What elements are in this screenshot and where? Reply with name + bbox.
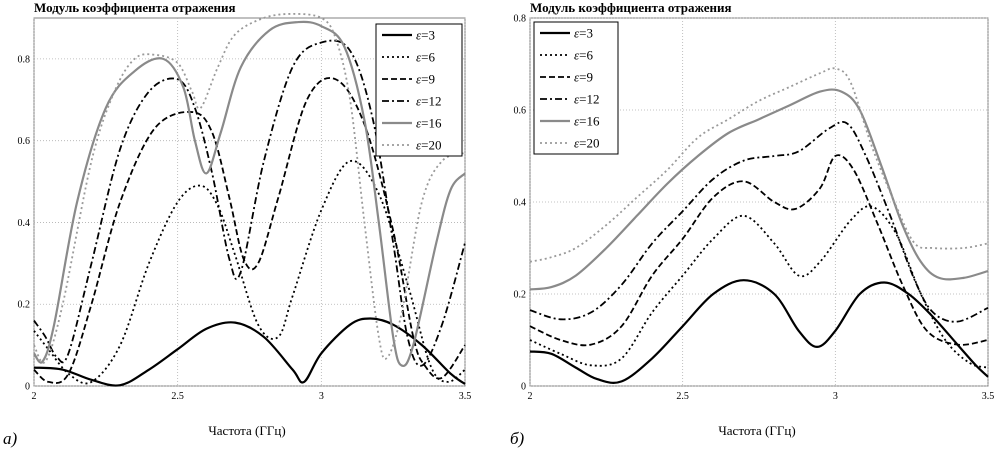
chart-b-legend-label-eps-16: ε=16	[574, 114, 600, 129]
chart-a-legend-label-eps-16: ε=16	[416, 116, 442, 131]
chart-a-ytick-label: 0.8	[18, 54, 31, 65]
chart-a-series-eps-20	[33, 13, 466, 364]
chart-a-series-eps-16	[33, 20, 466, 368]
chart-b-legend: ε=3 ε=6 ε=9 ε=12 ε=16 ε=20	[533, 21, 619, 155]
chart-a-xtick-label: 2	[32, 391, 37, 402]
chart-b-series-eps-6	[529, 205, 989, 369]
chart-b-ticks: 2 2.5 3 3.5 0 0.2 0.4 0.6 0.8	[514, 14, 995, 403]
chart-a-ytick-label: 0.4	[18, 218, 31, 229]
chart-b-ytick-label: 0.2	[514, 290, 527, 301]
chart-b-panel-label: б)	[510, 429, 525, 448]
chart-b-xtick-label: 2	[528, 391, 533, 402]
chart-b-series-eps-20	[529, 67, 989, 263]
chart-a-series	[33, 13, 466, 387]
chart-a-legend-label-eps-3: ε=3	[416, 28, 435, 43]
chart-b-legend-label-eps-6: ε=6	[574, 48, 593, 63]
chart-b-ytick-label: 0	[521, 382, 526, 393]
chart-a-ytick-label: 0.6	[18, 136, 31, 147]
chart-a-grid	[33, 18, 466, 387]
chart-b-xtick-label: 3	[833, 391, 838, 402]
chart-a-legend-label-eps-12: ε=12	[416, 94, 441, 109]
chart-b-xtick-label: 3.5	[982, 391, 995, 402]
chart-b-series-eps-3	[529, 279, 989, 384]
chart-a-series-eps-3	[33, 317, 466, 387]
chart-a-legend: ε=3 ε=6 ε=9 ε=12 ε=16 ε=20	[375, 23, 463, 157]
chart-a-ticks: 2 2.5 3 3.5 0 0.2 0.4 0.6 0.8	[18, 54, 472, 402]
chart-b-legend-label-eps-12: ε=12	[574, 92, 599, 107]
chart-a-title: Модуль коэффициента отражения	[34, 0, 236, 15]
chart-b-ytick-label: 0.4	[514, 198, 527, 209]
chart-b-legend-label-eps-20: ε=20	[574, 136, 599, 151]
chart-b-series-eps-16	[529, 88, 989, 291]
chart-a-series-eps-9	[33, 77, 466, 384]
chart-b-xtick-label: 2.5	[676, 391, 689, 402]
chart-b-series	[529, 67, 989, 384]
chart-a-legend-label-eps-9: ε=9	[416, 72, 435, 87]
chart-a-legend-label-eps-20: ε=20	[416, 138, 441, 153]
chart-a-legend-box	[375, 23, 463, 157]
chart-a-xtick-label: 3.5	[459, 391, 472, 402]
chart-a-xlabel: Частота (ГГц)	[208, 423, 285, 438]
chart-b-legend-label-eps-3: ε=3	[574, 26, 593, 41]
chart-b-ytick-label: 0.6	[514, 106, 527, 117]
chart-b-xlabel: Частота (ГГц)	[718, 423, 795, 438]
chart-a-xtick-label: 3	[319, 391, 324, 402]
chart-b-legend-box	[533, 21, 619, 155]
chart-a-series-eps-12	[33, 39, 466, 367]
chart-a-legend-label-eps-6: ε=6	[416, 50, 435, 65]
chart-a-panel-label: а)	[3, 429, 18, 448]
chart-b-ytick-label: 0.8	[514, 14, 527, 25]
chart-a-ytick-label: 0	[25, 382, 30, 393]
chart-a-series-eps-6	[33, 159, 466, 385]
chart-b-legend-label-eps-9: ε=9	[574, 70, 593, 85]
chart-b-series-eps-9	[529, 154, 989, 347]
chart-a-xtick-label: 2.5	[171, 391, 184, 402]
chart-b-title: Модуль коэффициента отражения	[530, 0, 732, 15]
chart-a-ytick-label: 0.2	[18, 300, 31, 311]
